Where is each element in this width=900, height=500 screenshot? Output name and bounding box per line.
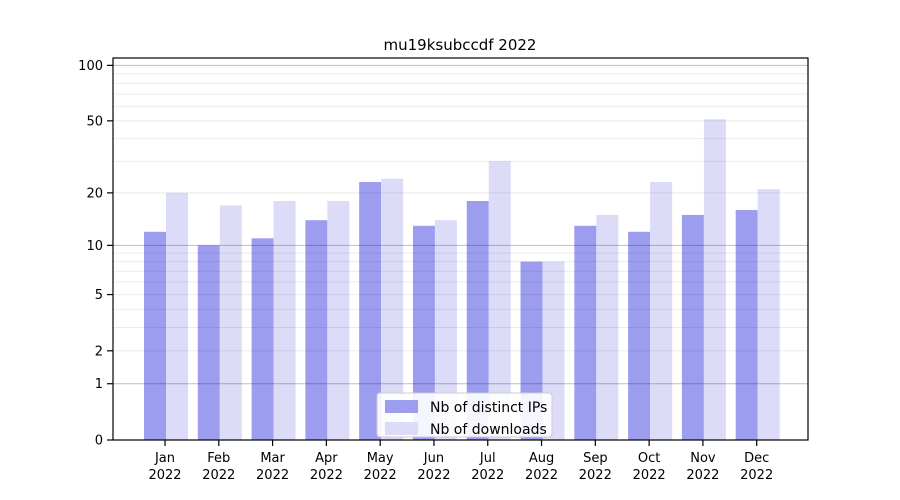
bar-nb-of-distinct-ips-jan: [144, 231, 166, 440]
bar-nb-of-downloads-apr: [327, 201, 350, 440]
bar-nb-of-downloads-jul: [488, 161, 511, 440]
y-tick-label-20: 20: [86, 186, 103, 201]
bar-nb-of-distinct-ips-apr: [305, 220, 328, 440]
bar-nb-of-distinct-ips-sep: [574, 225, 597, 440]
axes-border: [112, 57, 809, 441]
x-tick-label-feb: Feb 2022: [202, 451, 235, 483]
bar-nb-of-downloads-sep: [596, 214, 619, 440]
bar-nb-of-downloads-oct: [650, 182, 673, 440]
bar-nb-of-distinct-ips-dec: [735, 210, 758, 440]
bar-nb-of-distinct-ips-mar: [251, 238, 274, 440]
x-tick-label-jun: Jun 2022: [417, 451, 450, 483]
legend-label-nb-of-distinct-ips: Nb of distinct IPs: [430, 400, 547, 416]
y-tick-label-0: 0: [95, 434, 103, 449]
y-tick-label-10: 10: [86, 239, 103, 254]
x-tick-label-sep: Sep 2022: [579, 451, 612, 483]
y-tick-label-2: 2: [95, 344, 103, 359]
x-tick-label-jan: Jan 2022: [148, 451, 181, 483]
x-tick-label-oct: Oct 2022: [633, 451, 666, 483]
bar-nb-of-downloads-may: [381, 178, 404, 440]
bar-nb-of-downloads-mar: [273, 201, 296, 440]
bar-nb-of-downloads-jan: [166, 192, 188, 440]
legend-box: [376, 392, 553, 438]
x-tick-label-mar: Mar 2022: [256, 451, 289, 483]
y-tick-label-100: 100: [78, 59, 103, 74]
legend-swatch-nb-of-distinct-ips: [385, 400, 418, 413]
x-tick-label-nov: Nov 2022: [686, 451, 719, 483]
bar-nb-of-distinct-ips-may: [359, 182, 382, 440]
legend-swatch-nb-of-downloads: [385, 422, 418, 435]
bar-nb-of-distinct-ips-oct: [628, 231, 651, 440]
bar-nb-of-distinct-ips-jun: [412, 225, 435, 440]
bar-nb-of-downloads-nov: [703, 119, 726, 440]
legend-label-nb-of-downloads: Nb of downloads: [430, 422, 547, 438]
bar-nb-of-distinct-ips-feb: [197, 245, 220, 440]
x-tick-label-may: May 2022: [364, 451, 397, 483]
bar-nb-of-distinct-ips-nov: [681, 214, 704, 440]
y-tick-label-5: 5: [95, 288, 103, 303]
y-tick-label-50: 50: [86, 114, 103, 129]
bar-nb-of-downloads-jun: [434, 220, 457, 440]
bar-nb-of-downloads-dec: [757, 189, 780, 440]
x-tick-label-jul: Jul 2022: [471, 451, 504, 483]
x-tick-label-apr: Apr 2022: [310, 451, 343, 483]
bar-nb-of-distinct-ips-jul: [466, 201, 489, 440]
bar-nb-of-downloads-feb: [219, 205, 242, 440]
plot-area: 0 1 2 5 10 20 50 100 Jan 2022 Feb 2022 Mar 2022 Apr 202…: [78, 57, 809, 483]
x-tick-label-dec: Dec 2022: [740, 451, 773, 483]
chart-title: mu19ksubccdf 2022: [384, 36, 537, 54]
y-tick-label-1: 1: [95, 377, 103, 392]
x-tick-label-aug: Aug 2022: [525, 451, 558, 483]
